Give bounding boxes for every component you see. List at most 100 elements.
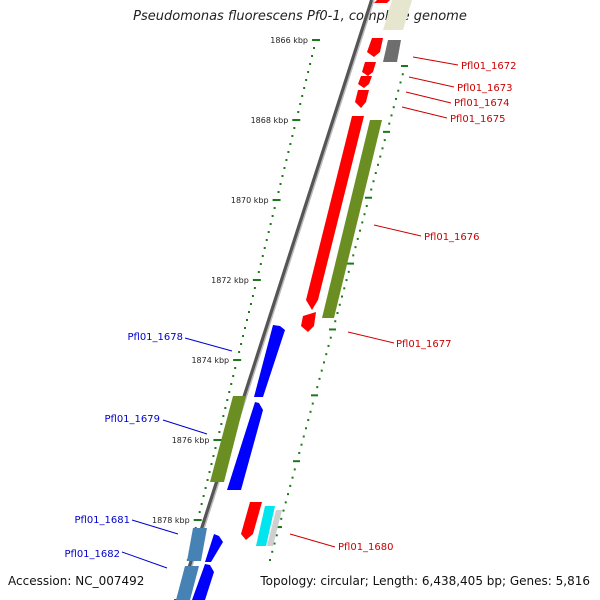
gene-pfl01-1672[interactable]	[374, 0, 390, 3]
label-pfl01-1674[interactable]: Pfl01_1674	[454, 98, 510, 109]
gene-pfl01-1679[interactable]	[227, 402, 263, 490]
minor-tick	[289, 484, 292, 487]
tick-label: 1872 kbp	[211, 276, 249, 285]
minor-tick	[388, 122, 391, 125]
minor-tick	[370, 188, 373, 191]
minor-tick	[297, 111, 300, 113]
minor-tick	[269, 223, 272, 225]
gene-pfl01-1680[interactable]	[241, 502, 262, 540]
minor-tick	[282, 509, 285, 512]
minor-tick	[269, 559, 271, 561]
minor-tick	[305, 79, 308, 81]
minor-tick	[287, 151, 290, 153]
tick-label: 1870 kbp	[231, 196, 269, 205]
gene-pfl01-1679-olive[interactable]	[210, 396, 246, 482]
label-pfl01-1680[interactable]: Pfl01_1680	[338, 542, 394, 553]
minor-tick	[359, 229, 361, 232]
label-pfl01-1681[interactable]: Pfl01_1681	[74, 515, 130, 526]
minor-tick	[397, 89, 400, 92]
minor-tick	[361, 221, 364, 224]
minor-tick	[303, 87, 306, 89]
minor-tick	[307, 71, 310, 73]
minor-tick	[345, 279, 348, 282]
minor-tick	[363, 213, 366, 216]
minor-tick	[275, 534, 278, 537]
minor-tick	[300, 443, 303, 446]
major-tick	[272, 199, 281, 201]
forward-strand-ruler	[269, 65, 408, 561]
minor-tick	[212, 455, 215, 457]
label-pfl01-1679[interactable]: Pfl01_1679	[104, 414, 160, 425]
minor-tick	[293, 468, 296, 471]
minor-tick	[200, 503, 203, 505]
genome-backbone	[177, 0, 375, 600]
minor-tick	[202, 495, 205, 497]
label-pfl01-1672[interactable]: Pfl01_1672	[461, 61, 517, 72]
minor-tick	[390, 114, 393, 117]
minor-tick	[210, 463, 213, 465]
minor-tick	[247, 311, 250, 313]
gene-olive-1676[interactable]	[322, 120, 382, 318]
gene-pfl01-1681[interactable]	[187, 528, 207, 561]
tick-label: 1866 kbp	[270, 36, 308, 45]
minor-tick	[287, 493, 289, 496]
minor-tick	[343, 287, 346, 290]
major-tick	[193, 519, 202, 521]
minor-tick	[341, 295, 343, 298]
minor-tick	[309, 63, 312, 65]
minor-tick	[261, 255, 264, 257]
label-pfl01-1678[interactable]: Pfl01_1678	[127, 332, 183, 343]
minor-tick	[246, 319, 248, 321]
tick-labels: 1866 kbp 1868 kbp 1870 kbp 1872 kbp 1874 kbp…	[152, 36, 308, 525]
minor-tick	[280, 517, 283, 520]
gene-pfl01-1682-steel[interactable]	[176, 566, 199, 600]
major-tick	[329, 328, 336, 331]
label-pfl01-1682[interactable]: Pfl01_1682	[64, 549, 120, 560]
minor-tick	[316, 386, 319, 389]
minor-tick	[284, 501, 287, 504]
gene-pfl01-1682[interactable]	[192, 564, 214, 600]
gene-pfl01-1681-blue[interactable]	[205, 534, 223, 562]
minor-tick	[249, 303, 252, 305]
minor-tick	[377, 163, 379, 166]
minor-tick	[277, 191, 280, 193]
label-pfl01-1675[interactable]: Pfl01_1675	[450, 114, 506, 125]
topology-text: Topology: circular; Length: 6,438,405 bp…	[260, 574, 590, 588]
gene-red-1674[interactable]	[362, 62, 376, 76]
minor-tick	[251, 295, 254, 297]
gene-cyan[interactable]	[256, 506, 275, 546]
minor-tick	[374, 172, 377, 175]
minor-tick	[372, 180, 375, 183]
minor-tick	[383, 139, 386, 142]
gene-pfl01-1677[interactable]	[301, 312, 316, 332]
label-pfl01-1677[interactable]: Pfl01_1677	[396, 339, 452, 350]
minor-tick	[354, 246, 357, 249]
gene-pfl01-1676[interactable]	[306, 116, 364, 310]
gene-pfl01-1678[interactable]	[254, 325, 285, 397]
minor-tick	[226, 399, 229, 401]
tick-label: 1876 kbp	[172, 436, 210, 445]
minor-tick	[259, 263, 262, 265]
minor-tick	[356, 237, 359, 240]
gene-pale-top[interactable]	[383, 0, 412, 30]
major-tick	[365, 196, 372, 199]
label-pfl01-1673[interactable]: Pfl01_1673	[457, 83, 513, 94]
minor-tick	[289, 143, 292, 145]
tick-label: 1868 kbp	[251, 116, 289, 125]
accession-text: Accession: NC_007492	[8, 574, 145, 588]
minor-tick	[242, 335, 245, 337]
gene-red-1673[interactable]	[367, 38, 383, 57]
gene-red-1675a[interactable]	[358, 76, 372, 88]
minor-tick	[273, 542, 276, 545]
minor-tick	[302, 435, 305, 438]
minor-tick	[293, 127, 296, 129]
gene-light[interactable]	[267, 510, 282, 546]
minor-tick	[338, 303, 341, 306]
label-pfl01-1676[interactable]: Pfl01_1676	[424, 232, 480, 243]
minor-tick	[320, 369, 323, 372]
minor-tick	[279, 183, 282, 185]
gene-gray[interactable]	[383, 40, 401, 62]
gene-red-1675b[interactable]	[355, 90, 369, 108]
tick-label: 1878 kbp	[152, 516, 190, 525]
